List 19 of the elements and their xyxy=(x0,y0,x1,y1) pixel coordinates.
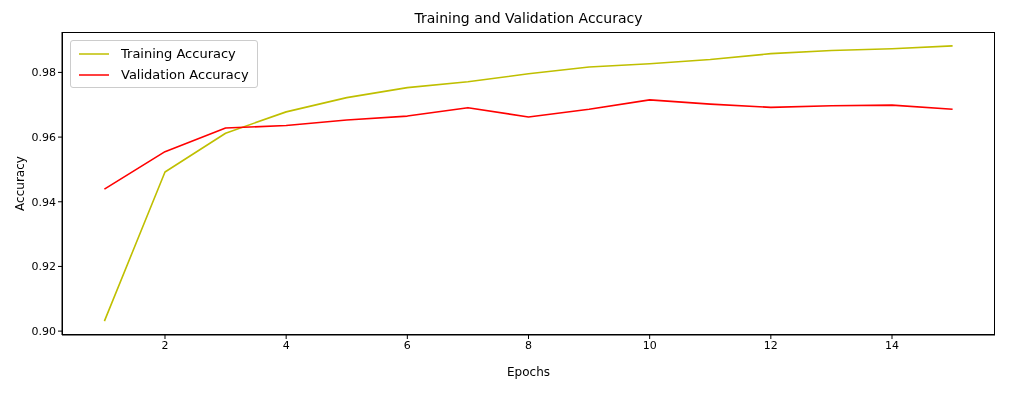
y-tick-label: 0.90 xyxy=(31,325,56,339)
x-tick-label: 6 xyxy=(403,338,411,352)
y-axis-title: Accuracy xyxy=(13,156,28,211)
x-tick-label: 14 xyxy=(885,338,900,352)
chart-title: Training and Validation Accuracy xyxy=(413,10,644,26)
x-tick-label: 10 xyxy=(642,338,657,352)
y-tick-label: 0.98 xyxy=(31,66,56,80)
line-series xyxy=(103,45,954,322)
legend-label: Validation Accuracy xyxy=(121,66,249,84)
x-tick-label: 4 xyxy=(282,338,290,352)
x-tick-label: 8 xyxy=(525,338,532,352)
y-tick-label: 0.94 xyxy=(31,195,56,209)
x-axis-title: Epochs xyxy=(507,365,550,379)
x-tick-label: 2 xyxy=(161,338,169,352)
y-tick-label: 0.92 xyxy=(31,260,56,274)
legend-label: Training Accuracy xyxy=(121,45,236,63)
y-tick-label: 0.96 xyxy=(31,131,56,144)
line-series xyxy=(103,99,954,190)
x-tick-label: 12 xyxy=(763,338,778,352)
